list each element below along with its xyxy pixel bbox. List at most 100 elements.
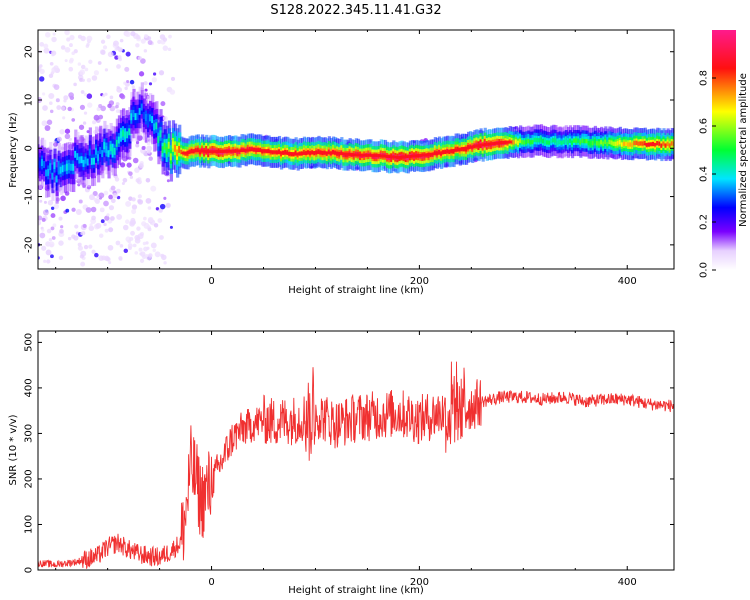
- heat-cell: [104, 215, 110, 221]
- heat-cell: [88, 225, 95, 232]
- heat-cell: [143, 81, 148, 86]
- heat-cell: [38, 220, 42, 226]
- heat-cell: [600, 140, 604, 145]
- heat-cell: [104, 68, 109, 72]
- heat-cell: [159, 203, 166, 210]
- heat-cell: [52, 223, 57, 228]
- heat-cell: [130, 230, 135, 236]
- heat-cell: [80, 231, 85, 236]
- heat-cell: [541, 138, 546, 144]
- heat-cell: [51, 172, 55, 180]
- heat-cell: [523, 140, 527, 145]
- heat-cell: [672, 141, 674, 147]
- heat-cell: [76, 153, 80, 161]
- heat-cell: [171, 141, 176, 149]
- heat-cell: [602, 141, 606, 146]
- heat-cell: [115, 240, 121, 246]
- heat-cell: [88, 148, 92, 156]
- heat-cell: [46, 228, 52, 234]
- heat-cell: [50, 213, 56, 219]
- heat-cell: [163, 196, 167, 200]
- heat-cell: [157, 136, 161, 143]
- spectrogram-panel: 0 200 400 -20 -10 0 10 20 Height of straight li…: [8, 29, 675, 296]
- heat-cell: [90, 206, 97, 213]
- heat-cell: [155, 122, 159, 130]
- heat-cell: [115, 44, 119, 48]
- heat-cell: [124, 31, 131, 38]
- heat-cell: [68, 66, 74, 72]
- colorbar-tick-label: 0.8: [699, 70, 710, 86]
- heat-cell: [109, 144, 113, 152]
- heat-cell: [163, 142, 167, 150]
- heat-cell: [114, 55, 119, 60]
- heat-cell: [147, 216, 154, 223]
- heat-cell: [656, 141, 660, 146]
- heat-cell: [91, 249, 96, 254]
- heat-cell: [139, 258, 145, 263]
- heat-cell: [546, 140, 550, 145]
- heat-cell: [42, 209, 49, 216]
- heat-cell: [83, 244, 89, 250]
- heat-cell: [100, 39, 106, 44]
- heat-cell: [86, 77, 92, 83]
- heat-cell: [41, 245, 47, 251]
- heat-cell: [77, 62, 82, 66]
- heat-cell: [95, 222, 102, 229]
- heat-cell: [637, 141, 641, 146]
- heat-cell: [118, 47, 123, 53]
- y-tick-label: 500: [24, 333, 35, 352]
- heat-cell: [80, 90, 85, 94]
- heat-cell: [153, 223, 159, 228]
- heat-cell: [160, 253, 165, 258]
- heat-cell: [121, 181, 125, 186]
- heat-cell: [38, 215, 43, 221]
- heat-cell: [134, 113, 138, 121]
- heat-cell: [128, 196, 133, 201]
- heat-cell: [43, 200, 47, 204]
- heat-cell: [178, 145, 182, 153]
- heat-cell: [610, 140, 614, 145]
- heat-cell: [159, 130, 163, 138]
- heat-cell: [43, 47, 50, 54]
- heat-cell: [631, 142, 635, 147]
- heat-cell: [77, 242, 82, 247]
- heat-cell: [53, 84, 60, 90]
- heat-cell: [65, 208, 70, 213]
- heat-cell: [145, 241, 149, 245]
- heat-cell: [539, 137, 543, 142]
- heat-cell: [159, 235, 164, 240]
- heat-cell: [115, 139, 119, 147]
- heat-cell: [147, 36, 152, 41]
- heat-cell: [537, 138, 541, 143]
- heat-cell: [87, 102, 93, 108]
- heat-cell: [49, 109, 54, 114]
- heat-cell: [38, 160, 43, 168]
- heat-cell: [91, 75, 98, 81]
- heat-cell: [103, 142, 107, 150]
- heat-cell: [116, 188, 121, 194]
- heat-cell: [518, 138, 523, 143]
- heat-cell: [94, 252, 99, 258]
- heat-cell: [69, 34, 75, 41]
- heat-cell: [39, 232, 46, 239]
- heat-cell: [71, 118, 76, 122]
- heat-cell: [41, 228, 45, 232]
- heat-cell: [56, 105, 62, 110]
- heat-cell: [51, 36, 57, 43]
- x-tick-label: 200: [410, 577, 429, 588]
- heat-cell: [116, 195, 121, 200]
- heat-cell: [64, 133, 71, 140]
- heat-cell: [535, 137, 539, 143]
- heat-cell: [112, 192, 118, 199]
- heat-cell: [169, 225, 173, 229]
- heat-cell: [664, 143, 668, 148]
- heat-cell: [107, 51, 114, 58]
- heat-cell: [162, 116, 168, 121]
- heat-cell: [641, 141, 645, 146]
- heat-cell: [633, 140, 637, 146]
- heat-cell: [510, 140, 514, 145]
- heat-cell: [119, 38, 124, 43]
- heat-cell: [124, 86, 128, 91]
- snr-ticks: 0 200 400 0 100 200 300 400 500: [24, 331, 674, 588]
- heat-cell: [150, 185, 157, 192]
